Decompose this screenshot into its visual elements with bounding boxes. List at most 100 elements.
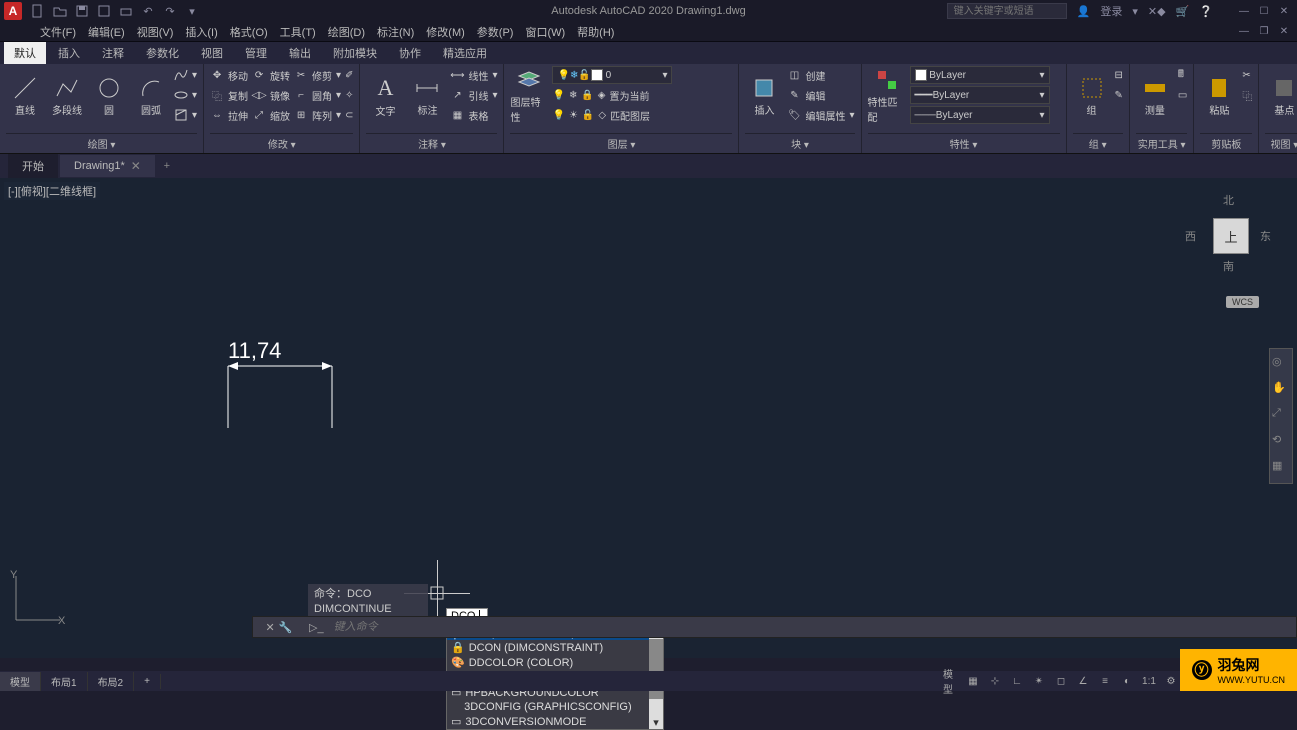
explode-icon[interactable]: ✧ xyxy=(345,86,353,104)
array-button[interactable]: ⊞阵列 ▾ xyxy=(294,106,341,124)
copy-clip-icon[interactable]: ⿻ xyxy=(1242,86,1252,104)
linetype-select[interactable]: ─── ByLayer▾ xyxy=(910,106,1050,124)
select-icon[interactable]: ▭ xyxy=(1178,86,1187,104)
autocomplete-item[interactable]: 🎨DDCOLOR (COLOR) xyxy=(447,655,663,670)
panel-block-title[interactable]: 块 ▾ xyxy=(745,133,854,153)
panel-group-title[interactable]: 组 ▾ xyxy=(1073,133,1123,153)
group-button[interactable]: 组 xyxy=(1073,66,1111,126)
add-tab-button[interactable]: + xyxy=(157,160,177,172)
signin-icon[interactable]: 👤 xyxy=(1077,5,1091,18)
base-button[interactable]: 基点 xyxy=(1265,66,1297,126)
ribbon-tab-view[interactable]: 视图 xyxy=(191,42,233,64)
close-cmdline-icon[interactable]: ✕ xyxy=(266,621,275,634)
scale-button[interactable]: ⤢缩放 xyxy=(252,106,290,124)
layer-iso-icon[interactable]: ◈ xyxy=(598,86,606,104)
rotate-button[interactable]: ⟳旋转 xyxy=(252,66,290,84)
polyline-button[interactable]: 多段线 xyxy=(48,66,86,126)
layout-tab-model[interactable]: 模型 xyxy=(0,672,41,691)
layer-uniso-icon[interactable]: ◇ xyxy=(598,106,606,124)
transparency-icon[interactable]: ◐ xyxy=(1119,673,1135,689)
new-icon[interactable] xyxy=(30,3,46,19)
maximize-icon[interactable]: ☐ xyxy=(1255,4,1273,18)
doc-tab-start[interactable]: 开始 xyxy=(8,154,58,178)
lineweight-select[interactable]: ━━━ ByLayer▾ xyxy=(910,86,1050,104)
menu-edit[interactable]: 编辑(E) xyxy=(88,24,125,40)
color-select[interactable]: ByLayer▾ xyxy=(910,66,1050,84)
calc-icon[interactable]: 🖩 xyxy=(1178,66,1187,84)
model-space-button[interactable]: 模型 xyxy=(943,673,959,689)
move-button[interactable]: ✥移动 xyxy=(210,66,248,84)
insert-block-button[interactable]: 插入 xyxy=(745,66,783,126)
exchange-icon[interactable]: ✕◆ xyxy=(1148,5,1166,18)
group-edit-icon[interactable]: ✎ xyxy=(1115,86,1123,104)
leader-button[interactable]: ↗引线 ▾ xyxy=(450,86,497,104)
menu-view[interactable]: 视图(V) xyxy=(137,24,174,40)
menu-file[interactable]: 文件(F) xyxy=(40,24,76,40)
panel-utilities-title[interactable]: 实用工具 ▾ xyxy=(1136,133,1187,153)
ribbon-tab-collab[interactable]: 协作 xyxy=(389,42,431,64)
menu-format[interactable]: 格式(O) xyxy=(230,24,268,40)
autocomplete-item[interactable]: 🔒DCON (DIMCONSTRAINT) xyxy=(447,640,663,655)
menu-parametric[interactable]: 参数(P) xyxy=(477,24,514,40)
command-input[interactable] xyxy=(328,621,1296,633)
layout-tab-2[interactable]: 布局2 xyxy=(88,672,135,691)
cart-icon[interactable]: 🛒 xyxy=(1176,5,1190,18)
menu-dimension[interactable]: 标注(N) xyxy=(377,24,414,40)
viewcube-west[interactable]: 西 xyxy=(1185,228,1196,244)
workspace-icon[interactable]: ⚙ xyxy=(1163,673,1179,689)
menu-modify[interactable]: 修改(M) xyxy=(426,24,465,40)
paste-button[interactable]: 粘贴 xyxy=(1200,66,1238,126)
orbit-nav-icon[interactable]: ⟲ xyxy=(1272,433,1290,451)
trim-button[interactable]: ✂修剪 ▾ xyxy=(294,66,341,84)
dimension-button[interactable]: 标注 xyxy=(408,66,446,126)
signin-dropdown-icon[interactable]: ▾ xyxy=(1132,5,1138,18)
edit-block-button[interactable]: ✎编辑 xyxy=(787,86,854,104)
menu-tools[interactable]: 工具(T) xyxy=(280,24,316,40)
ribbon-tab-featured[interactable]: 精选应用 xyxy=(433,42,497,64)
ribbon-tab-addins[interactable]: 附加模块 xyxy=(323,42,387,64)
viewcube-south[interactable]: 南 xyxy=(1223,258,1234,274)
ribbon-tab-insert[interactable]: 插入 xyxy=(48,42,90,64)
arc-button[interactable]: 圆弧 xyxy=(132,66,170,126)
stretch-button[interactable]: ⇔拉伸 xyxy=(210,106,248,124)
otrack-icon[interactable]: ∠ xyxy=(1075,673,1091,689)
layer-on-icon[interactable]: 💡 xyxy=(552,106,564,124)
measure-button[interactable]: 测量 xyxy=(1136,66,1174,126)
pan-icon[interactable]: ✋ xyxy=(1272,381,1290,399)
add-layout-button[interactable]: + xyxy=(134,674,161,689)
viewcube[interactable]: 北 南 东 西 上 xyxy=(1183,188,1273,278)
match-layer-button[interactable]: 匹配图层 xyxy=(610,106,650,124)
layer-unlock-icon[interactable]: 🔓 xyxy=(582,106,594,124)
set-current-button[interactable]: 置为当前 xyxy=(609,86,649,104)
doc-close-icon[interactable]: ✕ xyxy=(1275,25,1293,39)
undo-icon[interactable]: ↶ xyxy=(140,3,156,19)
table-button[interactable]: ▦表格 xyxy=(450,106,497,124)
match-props-button[interactable]: 特性匹配 xyxy=(868,66,906,126)
circle-button[interactable]: 圆 xyxy=(90,66,128,126)
panel-properties-title[interactable]: 特性 ▾ xyxy=(868,133,1060,153)
saveas-icon[interactable] xyxy=(96,3,112,19)
doc-tab-current[interactable]: Drawing1*✕ xyxy=(60,155,155,177)
lineweight-icon[interactable]: ≡ xyxy=(1097,673,1113,689)
copy-button[interactable]: ⿻复制 xyxy=(210,86,248,104)
hatch-icon[interactable]: ▾ xyxy=(174,106,197,124)
autocomplete-item[interactable]: 3DCONFIG (GRAPHICSCONFIG) xyxy=(447,700,663,714)
ribbon-tab-output[interactable]: 输出 xyxy=(279,42,321,64)
create-block-button[interactable]: ◫创建 xyxy=(787,66,854,84)
linear-button[interactable]: ⟷线性 ▾ xyxy=(450,66,497,84)
line-button[interactable]: 直线 xyxy=(6,66,44,126)
polar-icon[interactable]: ✴ xyxy=(1031,673,1047,689)
close-icon[interactable]: ✕ xyxy=(1275,4,1293,18)
close-tab-icon[interactable]: ✕ xyxy=(131,159,141,173)
ribbon-tab-annotate[interactable]: 注释 xyxy=(92,42,134,64)
qat-dropdown-icon[interactable]: ▾ xyxy=(184,3,200,19)
menu-help[interactable]: 帮助(H) xyxy=(577,24,614,40)
command-handle[interactable]: ✕🔧 xyxy=(253,621,305,634)
menu-draw[interactable]: 绘图(D) xyxy=(328,24,365,40)
snap-icon[interactable]: ⊹ xyxy=(987,673,1003,689)
panel-clipboard-title[interactable]: 剪贴板 xyxy=(1200,133,1252,153)
mirror-button[interactable]: ◁▷镜像 xyxy=(252,86,290,104)
panel-draw-title[interactable]: 绘图 ▾ xyxy=(6,133,197,153)
showmotion-icon[interactable]: ▦ xyxy=(1272,459,1290,477)
ribbon-tab-manage[interactable]: 管理 xyxy=(235,42,277,64)
